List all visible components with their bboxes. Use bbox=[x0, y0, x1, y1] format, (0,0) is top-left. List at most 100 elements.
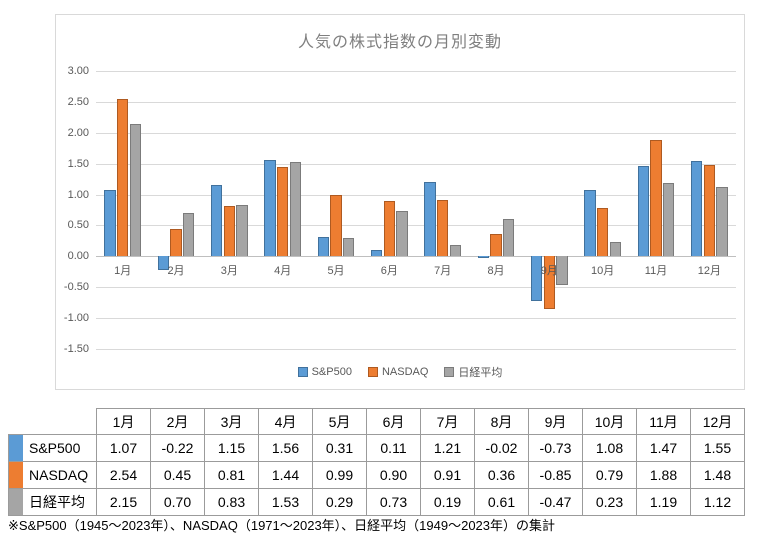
month-header-cell: 8月 bbox=[474, 408, 529, 435]
value-cell: 0.29 bbox=[312, 488, 367, 516]
legend-item-S&P500: S&P500 bbox=[297, 366, 352, 378]
x-axis-tick-label: 5月 bbox=[327, 265, 345, 278]
series-swatch-icon bbox=[9, 489, 23, 515]
x-axis-tick-label: 9月 bbox=[540, 265, 558, 278]
bar-S&P500-1月 bbox=[104, 190, 116, 257]
value-cell: 1.08 bbox=[582, 434, 637, 462]
bar-S&P500-11月 bbox=[637, 165, 649, 257]
month-header-cell: 4月 bbox=[258, 408, 313, 435]
bar-日経平均-6月 bbox=[396, 211, 408, 257]
bar-S&P500-10月 bbox=[584, 189, 596, 257]
bar-S&P500-4月 bbox=[264, 159, 276, 257]
value-cell: -0.47 bbox=[528, 488, 583, 516]
value-cell: 0.83 bbox=[204, 488, 259, 516]
value-cell: 0.99 bbox=[312, 461, 367, 489]
bar-S&P500-12月 bbox=[691, 160, 703, 257]
month-header-cell: 5月 bbox=[312, 408, 367, 435]
gridline bbox=[96, 287, 736, 289]
month-header-cell: 6月 bbox=[366, 408, 421, 435]
value-cell: 0.31 bbox=[312, 434, 367, 462]
series-label: NASDAQ bbox=[29, 467, 89, 483]
y-axis-tick-label: -1.00 bbox=[63, 312, 89, 325]
x-axis-tick-label: 2月 bbox=[167, 265, 185, 278]
x-axis-tick-label: 1月 bbox=[114, 265, 132, 278]
bar-NASDAQ-1月 bbox=[117, 99, 129, 257]
y-axis-tick-label: 1.00 bbox=[67, 188, 89, 201]
y-axis-tick-label: 0.50 bbox=[67, 219, 89, 232]
series-label: S&P500 bbox=[29, 440, 81, 456]
value-cell: 1.44 bbox=[258, 461, 313, 489]
value-cell: 0.79 bbox=[582, 461, 637, 489]
series-swatch-icon bbox=[9, 435, 23, 461]
bar-chart: 人気の株式指数の月別変動 3.00 2.50 2.00 1.50 1.00 0.50 0.0… bbox=[55, 14, 745, 390]
value-cell: 0.36 bbox=[474, 461, 529, 489]
value-cell: -0.85 bbox=[528, 461, 583, 489]
bar-日経平均-1月 bbox=[129, 123, 141, 257]
legend-swatch-icon bbox=[367, 367, 378, 377]
month-header-cell: 9月 bbox=[528, 408, 583, 435]
bar-日経平均-3月 bbox=[236, 205, 248, 257]
bar-S&P500-9月 bbox=[531, 256, 543, 302]
value-cell: 1.53 bbox=[258, 488, 313, 516]
month-header-cell: 1月 bbox=[96, 408, 151, 435]
y-axis-tick-label: 1.50 bbox=[67, 157, 89, 170]
value-cell: 0.91 bbox=[420, 461, 475, 489]
value-cell: 1.55 bbox=[690, 434, 745, 462]
y-axis-tick-label: -1.50 bbox=[63, 343, 89, 355]
x-axis-tick-label: 4月 bbox=[274, 265, 292, 278]
y-axis-tick-label: 2.00 bbox=[67, 126, 89, 139]
data-table: 1月 2月 3月 4月 5月 6月 7月 8月 9月 10月 11月 12月 S&P500 1.07 -0.… bbox=[8, 408, 745, 516]
legend-label: NASDAQ bbox=[381, 366, 429, 378]
bar-日経平均-10月 bbox=[609, 242, 621, 257]
month-header-cell: 11月 bbox=[636, 408, 691, 435]
legend-swatch-icon bbox=[297, 367, 308, 377]
legend-swatch-icon bbox=[444, 367, 455, 377]
bar-S&P500-8月 bbox=[477, 256, 489, 258]
series-label-cell: NASDAQ bbox=[8, 461, 97, 489]
bar-NASDAQ-2月 bbox=[170, 228, 182, 257]
table-row: 日経平均 2.15 0.70 0.83 1.53 0.29 0.73 0.19 0.61 -0.4… bbox=[8, 488, 745, 516]
y-axis-tick-label: 0.00 bbox=[67, 250, 89, 263]
bar-NASDAQ-8月 bbox=[490, 234, 502, 257]
x-axis-tick-label: 11月 bbox=[644, 265, 668, 278]
bar-NASDAQ-7月 bbox=[437, 200, 449, 257]
bar-NASDAQ-10月 bbox=[597, 207, 609, 257]
value-cell: 2.15 bbox=[96, 488, 151, 516]
value-cell: 0.81 bbox=[204, 461, 259, 489]
value-cell: 0.90 bbox=[366, 461, 421, 489]
table-header-row: 1月 2月 3月 4月 5月 6月 7月 8月 9月 10月 11月 12月 bbox=[9, 408, 745, 435]
bar-日経平均-7月 bbox=[449, 244, 461, 257]
gridline bbox=[96, 163, 736, 165]
legend-item-日経平均: 日経平均 bbox=[444, 364, 502, 380]
value-cell: 1.07 bbox=[96, 434, 151, 462]
value-cell: 1.48 bbox=[690, 461, 745, 489]
bar-NASDAQ-9月 bbox=[543, 256, 555, 309]
series-label-cell: S&P500 bbox=[8, 434, 97, 462]
value-cell: 0.73 bbox=[366, 488, 421, 516]
bar-NASDAQ-5月 bbox=[330, 195, 342, 257]
bar-NASDAQ-12月 bbox=[703, 164, 715, 257]
bar-NASDAQ-4月 bbox=[277, 167, 289, 257]
value-cell: 0.19 bbox=[420, 488, 475, 516]
x-axis-tick-label: 8月 bbox=[487, 265, 505, 278]
value-cell: 1.19 bbox=[636, 488, 691, 516]
bar-日経平均-9月 bbox=[556, 256, 568, 286]
x-axis-tick-label: 7月 bbox=[434, 265, 452, 278]
value-cell: 1.12 bbox=[690, 488, 745, 516]
legend-item-NASDAQ: NASDAQ bbox=[367, 366, 429, 378]
bar-日経平均-4月 bbox=[289, 161, 301, 257]
bar-日経平均-2月 bbox=[183, 213, 195, 257]
value-cell: 1.47 bbox=[636, 434, 691, 462]
table-row: S&P500 1.07 -0.22 1.15 1.56 0.31 0.11 1.21 -0.02… bbox=[8, 434, 745, 462]
legend-label: 日経平均 bbox=[458, 367, 503, 379]
bar-S&P500-2月 bbox=[157, 256, 169, 270]
legend-label: S&P500 bbox=[311, 366, 352, 378]
value-cell: 2.54 bbox=[96, 461, 151, 489]
gridline bbox=[96, 318, 736, 320]
y-axis-tick-label: -0.50 bbox=[63, 281, 89, 294]
value-cell: 0.11 bbox=[366, 434, 421, 462]
month-header-cell: 12月 bbox=[690, 408, 745, 435]
bar-日経平均-12月 bbox=[716, 187, 728, 257]
gridline bbox=[96, 132, 736, 134]
